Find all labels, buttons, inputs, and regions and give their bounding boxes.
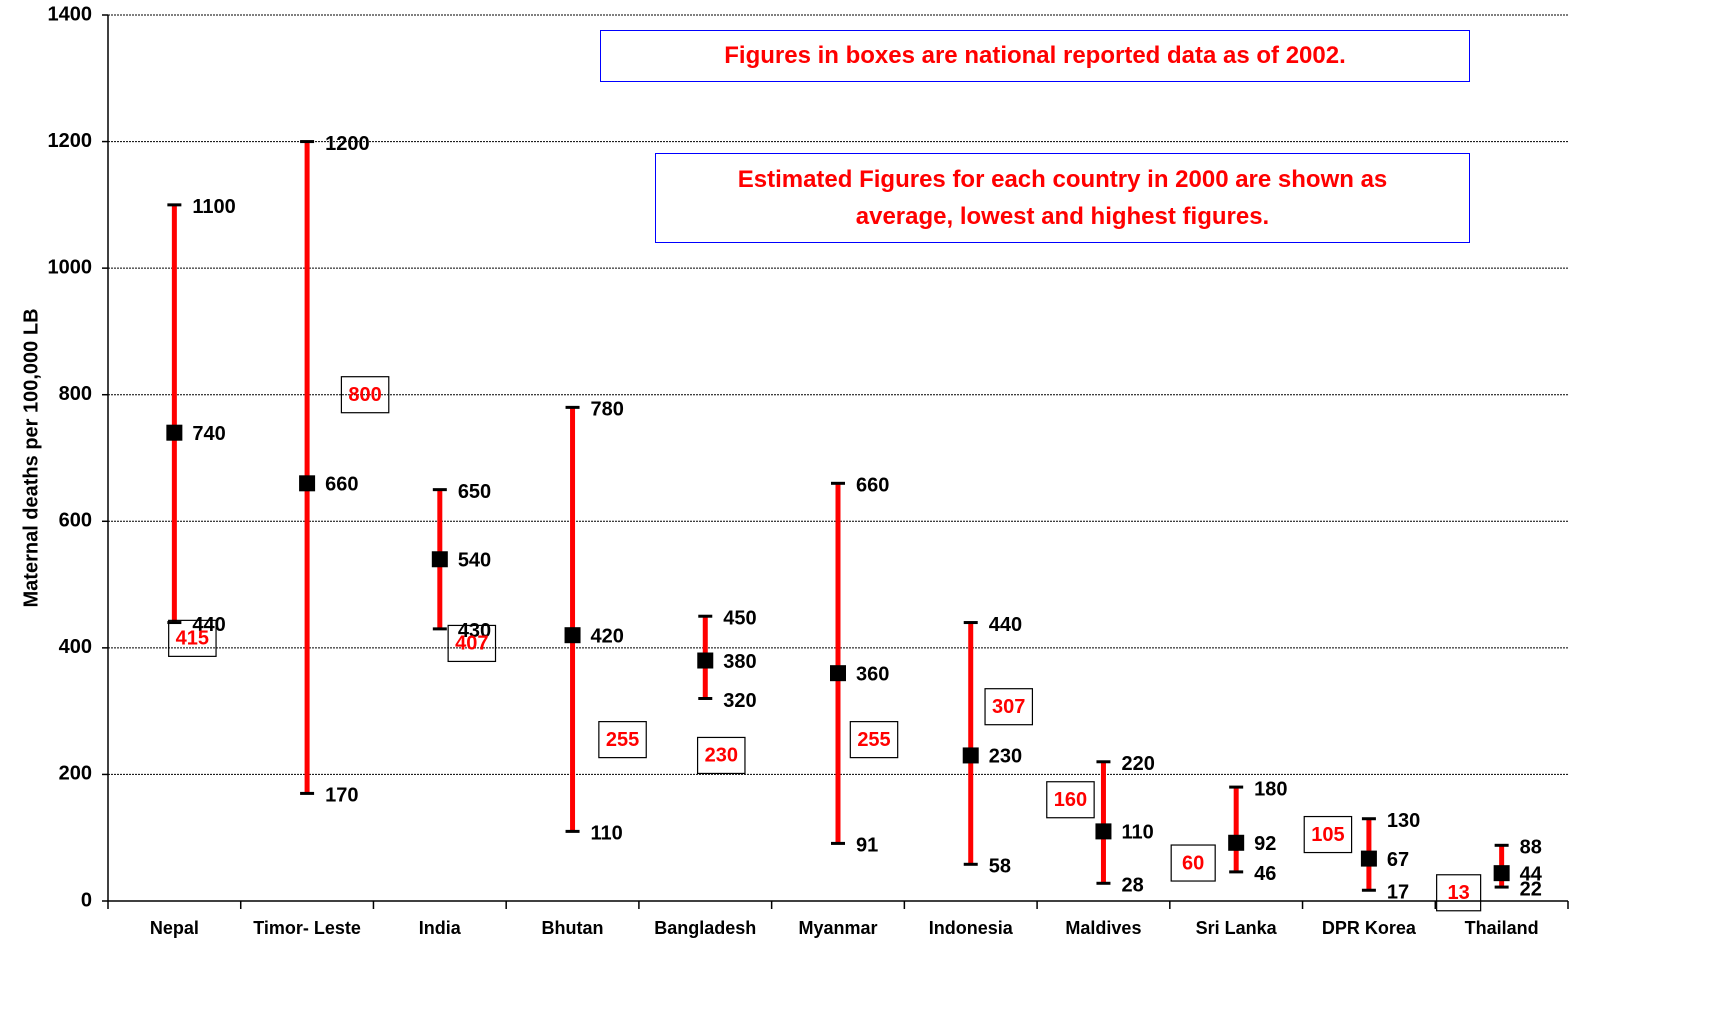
average-label: 660 [325,474,358,496]
average-label: 44 [1520,863,1543,885]
low-label: 91 [856,835,878,857]
reported-box [1170,844,1216,882]
reported-label: 105 [1311,824,1344,846]
y-tick-label: 1000 [48,256,93,278]
reported-box [340,376,390,414]
low-label: 28 [1121,875,1143,897]
high-label: 220 [1121,753,1154,775]
average-marker [166,424,183,441]
reported-label: 407 [455,633,488,655]
annotation: Estimated Figures for each country in 20… [655,153,1470,243]
y-tick-label: 1200 [48,130,93,152]
x-tick-label: Bhutan [542,918,604,938]
y-tick-label: 800 [59,383,92,405]
reported-label: 255 [606,729,639,751]
low-label: 320 [723,690,756,712]
high-label: 1100 [192,196,235,218]
average-marker [1228,834,1245,851]
reported-box [984,688,1034,726]
average-label: 67 [1387,849,1409,871]
high-label: 180 [1254,778,1287,800]
reported-box [598,721,647,759]
reported-label: 415 [176,628,209,650]
high-label: 88 [1520,837,1542,859]
average-label: 110 [1121,822,1153,844]
average-label: 540 [458,550,491,572]
reported-box [849,721,899,759]
reported-label: 800 [348,384,381,406]
average-label: 420 [591,625,624,647]
low-label: 440 [192,614,225,636]
x-tick-label: Bangladesh [654,918,756,938]
high-label: 650 [458,481,491,503]
average-label: 360 [856,663,889,685]
average-marker [431,551,448,568]
x-tick-label: Sri Lanka [1196,918,1278,938]
reported-box [1436,874,1482,912]
average-label: 740 [192,423,225,445]
average-marker [299,475,316,492]
high-label: 1200 [325,133,370,155]
low-label: 17 [1387,882,1409,904]
y-tick-label: 0 [81,889,92,911]
reported-box [1303,815,1353,854]
reported-box [1046,781,1095,819]
x-tick-label: Nepal [150,918,199,938]
average-marker [962,747,979,764]
x-tick-label: Timor- Leste [253,918,361,938]
y-tick-label: 600 [59,510,92,532]
x-tick-label: Maldives [1065,918,1141,938]
high-label: 440 [989,614,1022,636]
x-tick-label: Indonesia [929,918,1014,938]
average-marker [1493,865,1510,882]
annotation: Figures in boxes are national reported d… [600,30,1470,82]
x-tick-label: Thailand [1465,918,1539,938]
average-label: 92 [1254,833,1276,855]
low-label: 46 [1254,863,1276,885]
high-label: 130 [1387,810,1420,832]
reported-label: 307 [992,696,1025,718]
reported-box [447,624,497,663]
y-tick-label: 1400 [48,3,93,25]
low-label: 170 [325,785,358,807]
average-label: 230 [989,746,1022,768]
reported-label: 160 [1054,789,1087,811]
low-label: 22 [1520,878,1542,900]
reported-box [696,736,746,775]
average-label: 380 [723,651,756,673]
y-tick-label: 400 [59,636,92,658]
y-axis-label: Maternal deaths per 100,000 LB [20,308,42,607]
low-label: 110 [591,823,623,845]
average-marker [697,652,714,669]
reported-box [168,619,217,657]
average-marker [1095,823,1112,840]
reported-label: 60 [1182,852,1204,874]
reported-label: 13 [1448,882,1470,904]
x-tick-label: DPR Korea [1322,918,1417,938]
x-tick-label: Myanmar [798,918,877,938]
average-marker [830,665,846,682]
reported-label: 255 [857,729,890,751]
low-label: 58 [989,856,1011,878]
y-tick-label: 200 [59,763,92,785]
average-marker [1360,850,1377,867]
high-label: 660 [856,475,889,497]
x-tick-label: India [419,918,462,938]
high-label: 450 [723,607,756,629]
reported-label: 230 [705,745,738,767]
high-label: 780 [591,399,624,421]
average-marker [564,627,581,644]
